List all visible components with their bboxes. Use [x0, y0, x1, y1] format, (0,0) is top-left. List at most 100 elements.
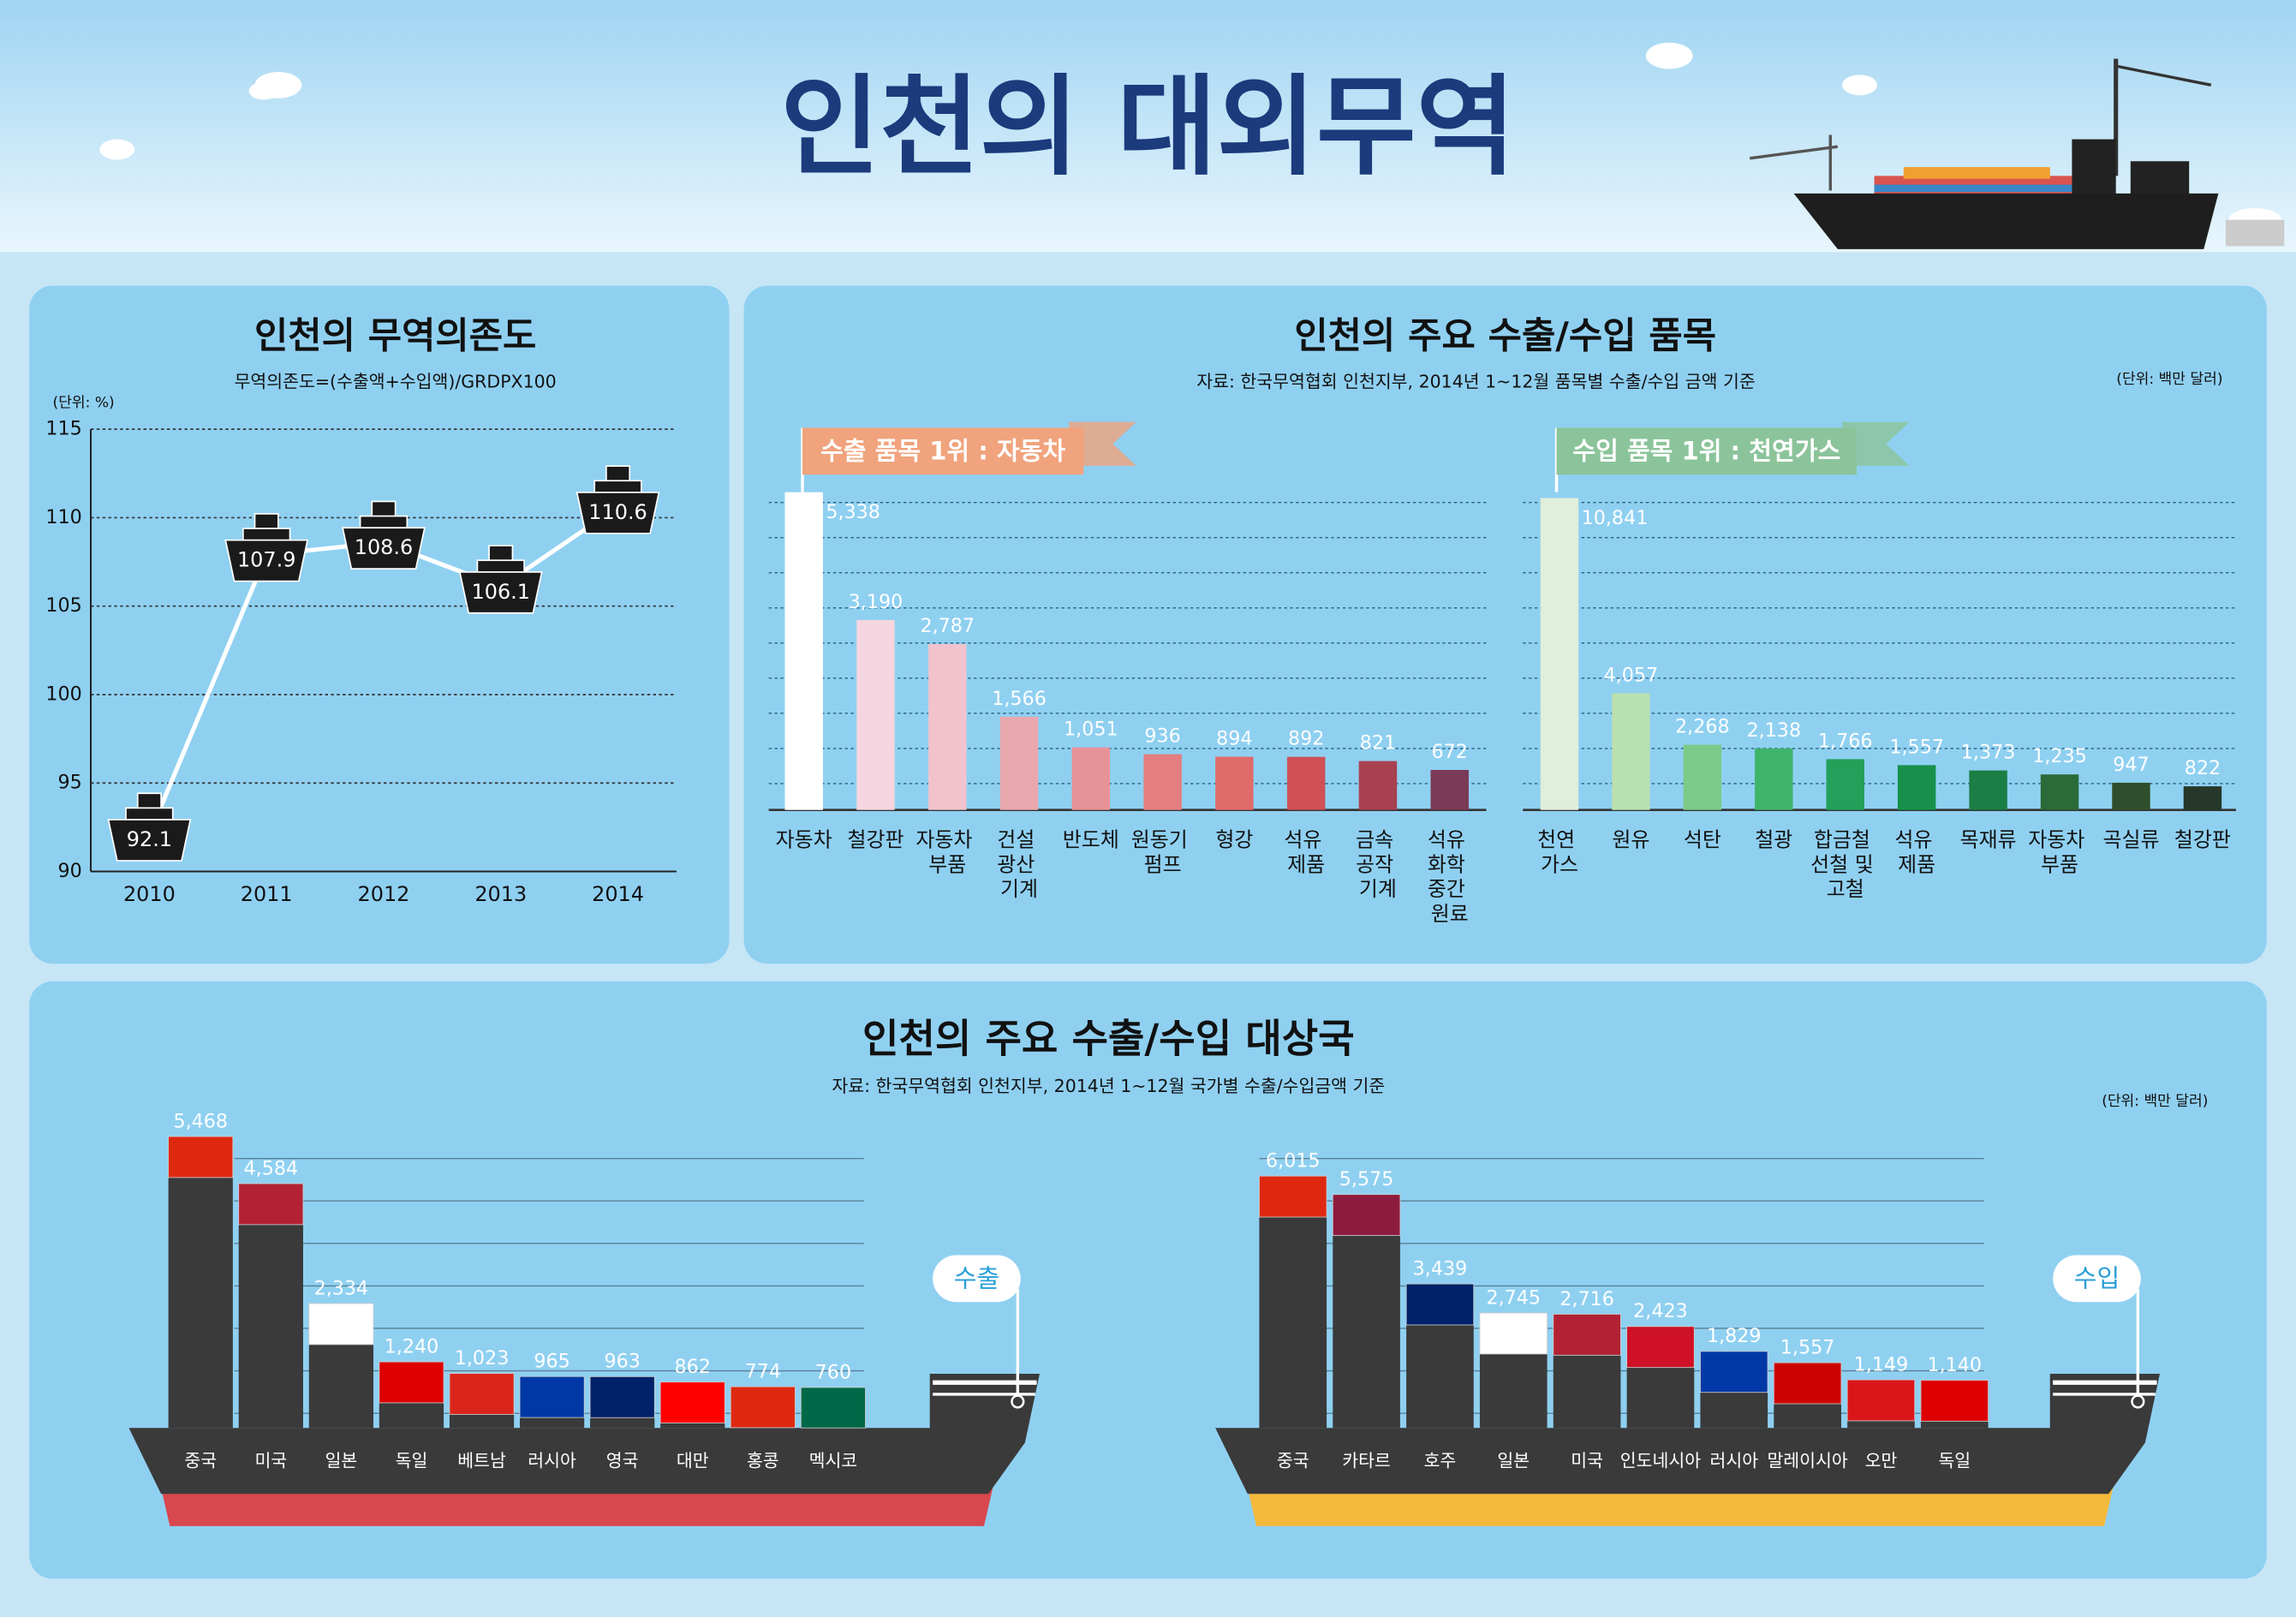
x-tick-label: 멕시코	[809, 1451, 858, 1471]
bar	[2183, 786, 2222, 810]
data-label: 2,787	[920, 615, 975, 637]
x-tick-label: 철강판	[847, 828, 903, 852]
flag	[1773, 1362, 1842, 1405]
data-label: 2,745	[1486, 1286, 1541, 1309]
bar	[1358, 761, 1398, 810]
x-tick-label: 영국	[606, 1451, 639, 1471]
data-label: 10,841	[1582, 507, 1649, 529]
tag-bubble	[933, 1255, 1021, 1303]
data-label: 894	[1216, 728, 1252, 750]
x-tick-label: 형강	[1215, 828, 1253, 852]
bar	[856, 619, 895, 810]
bar	[1969, 770, 2007, 810]
x-tick-label: 러시아	[1709, 1451, 1758, 1471]
x-tick-label: 미국	[1571, 1451, 1603, 1471]
banner	[802, 427, 1084, 475]
x-tick-label: 일본	[325, 1451, 358, 1471]
data-label: 2,138	[1746, 719, 1801, 742]
flag	[379, 1361, 444, 1404]
tag-bubble	[2053, 1255, 2141, 1303]
ship-hull	[575, 492, 660, 534]
bar	[1540, 498, 1579, 810]
x-tick-label: 철강판	[2174, 828, 2231, 852]
data-label: 862	[675, 1356, 711, 1378]
ship-marker	[342, 500, 426, 570]
data-label: 760	[815, 1361, 851, 1383]
cargo-ship-illustration	[1750, 58, 2285, 249]
bar	[1430, 770, 1469, 810]
data-label: 965	[534, 1351, 570, 1373]
chart-title: 인천의 주요 수출/수입 품목	[1294, 315, 1716, 358]
x-tick-label: 건설 광산 기계	[997, 828, 1041, 901]
bar	[784, 492, 823, 810]
bar	[2112, 782, 2150, 810]
y-tick-label: 95	[57, 772, 81, 794]
flag	[1553, 1314, 1621, 1356]
x-tick-label: 석유 화학 중간 원료	[1428, 828, 1472, 926]
x-tick-label: 독일	[396, 1451, 428, 1471]
data-label: 6,015	[1266, 1150, 1321, 1172]
flag	[800, 1387, 866, 1429]
data-label: 3,190	[849, 591, 903, 613]
x-tick-label: 2014	[592, 882, 644, 906]
data-label: 1,566	[992, 688, 1047, 710]
banner-tail	[1841, 421, 1910, 466]
x-tick-label: 대만	[677, 1451, 709, 1471]
ship-cabin	[242, 528, 291, 541]
banner-text: 수출 품목 1위 : 자동차	[820, 437, 1065, 466]
x-tick-label: 중국	[184, 1451, 217, 1471]
flag	[1259, 1175, 1327, 1218]
bar	[1826, 759, 1864, 810]
panel	[29, 285, 730, 964]
x-tick-label: 러시아	[528, 1451, 576, 1471]
data-label: 963	[604, 1351, 640, 1373]
x-tick-label: 자동차 부품	[2028, 828, 2091, 877]
bar	[1143, 754, 1182, 810]
flag	[730, 1386, 796, 1429]
y-tick-label: 115	[45, 418, 81, 440]
bar	[999, 716, 1039, 810]
data-label: 4,584	[244, 1157, 299, 1179]
ship-hull	[224, 539, 309, 582]
pole-base	[2131, 1394, 2145, 1409]
x-tick-label: 오만	[1865, 1451, 1898, 1471]
chart-title: 인천의 주요 수출/수입 대상국	[862, 1015, 1355, 1061]
unit-label: (단위: 백만 달러)	[2102, 1093, 2208, 1110]
bar	[1071, 747, 1111, 810]
data-label: 672	[1432, 741, 1468, 763]
data-label: 1,373	[1961, 742, 2016, 764]
data-label: 1,766	[1818, 730, 1873, 752]
bar	[928, 643, 967, 810]
data-label: 5,468	[173, 1110, 228, 1132]
bar	[168, 1137, 233, 1429]
tag-text: 수입	[2074, 1264, 2120, 1293]
flag	[1405, 1283, 1475, 1326]
flag	[168, 1136, 234, 1178]
ship-hull	[128, 1373, 1040, 1495]
data-label: 3,439	[1413, 1258, 1468, 1280]
data-label: 1,023	[455, 1347, 510, 1369]
data-label: 892	[1288, 728, 1324, 750]
data-label: 5,338	[826, 501, 880, 523]
data-label: 106.1	[472, 580, 530, 604]
banner-tail	[1069, 421, 1136, 466]
data-label: 2,423	[1633, 1300, 1688, 1322]
x-tick-label: 2013	[474, 882, 527, 906]
x-tick-label: 곡실류	[2102, 828, 2159, 852]
data-label: 1,557	[1780, 1337, 1835, 1359]
x-tick-label: 자동차	[776, 828, 832, 852]
x-tick-label: 목재류	[1960, 828, 2017, 852]
data-label: 2,716	[1559, 1288, 1614, 1310]
x-tick-label: 인도네시아	[1620, 1451, 1701, 1471]
page-title: 인천의 대외무역	[780, 64, 1516, 190]
x-tick-label: 석유 제품	[1284, 828, 1328, 877]
ship-marker	[575, 465, 660, 534]
bar	[2040, 774, 2079, 810]
flag	[519, 1375, 585, 1418]
ship-cabin	[476, 559, 525, 573]
bar	[1683, 744, 1722, 810]
bar	[1612, 693, 1650, 810]
data-label: 936	[1144, 725, 1180, 748]
